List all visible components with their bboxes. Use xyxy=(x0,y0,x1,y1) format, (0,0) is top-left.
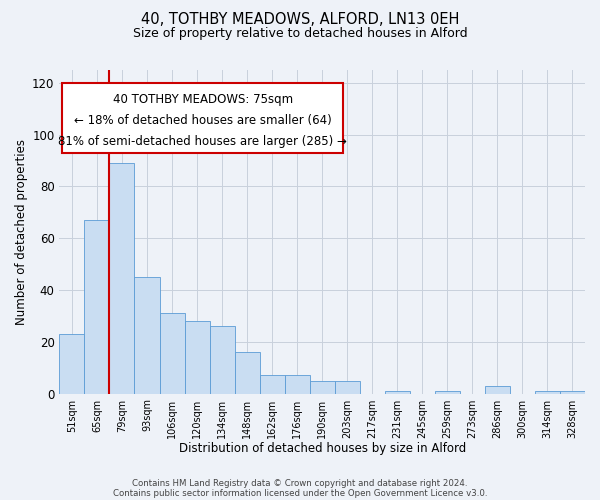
FancyBboxPatch shape xyxy=(62,83,343,152)
Bar xyxy=(435,391,460,394)
Bar xyxy=(284,376,310,394)
Bar xyxy=(260,376,284,394)
Bar xyxy=(185,321,209,394)
Bar xyxy=(134,277,160,394)
Text: 40 TOTHBY MEADOWS: 75sqm: 40 TOTHBY MEADOWS: 75sqm xyxy=(113,92,293,106)
Bar xyxy=(160,314,185,394)
Bar xyxy=(485,386,510,394)
Bar xyxy=(560,391,585,394)
Bar xyxy=(109,163,134,394)
Y-axis label: Number of detached properties: Number of detached properties xyxy=(15,139,28,325)
Text: Contains HM Land Registry data © Crown copyright and database right 2024.: Contains HM Land Registry data © Crown c… xyxy=(132,478,468,488)
Bar xyxy=(535,391,560,394)
Text: Size of property relative to detached houses in Alford: Size of property relative to detached ho… xyxy=(133,28,467,40)
Bar xyxy=(335,380,360,394)
X-axis label: Distribution of detached houses by size in Alford: Distribution of detached houses by size … xyxy=(179,442,466,455)
Text: Contains public sector information licensed under the Open Government Licence v3: Contains public sector information licen… xyxy=(113,488,487,498)
Bar xyxy=(85,220,109,394)
Text: ← 18% of detached houses are smaller (64): ← 18% of detached houses are smaller (64… xyxy=(74,114,332,126)
Text: 81% of semi-detached houses are larger (285) →: 81% of semi-detached houses are larger (… xyxy=(58,134,347,147)
Bar xyxy=(209,326,235,394)
Text: 40, TOTHBY MEADOWS, ALFORD, LN13 0EH: 40, TOTHBY MEADOWS, ALFORD, LN13 0EH xyxy=(141,12,459,28)
Bar xyxy=(235,352,260,394)
Bar xyxy=(385,391,410,394)
Bar xyxy=(310,380,335,394)
Bar xyxy=(59,334,85,394)
